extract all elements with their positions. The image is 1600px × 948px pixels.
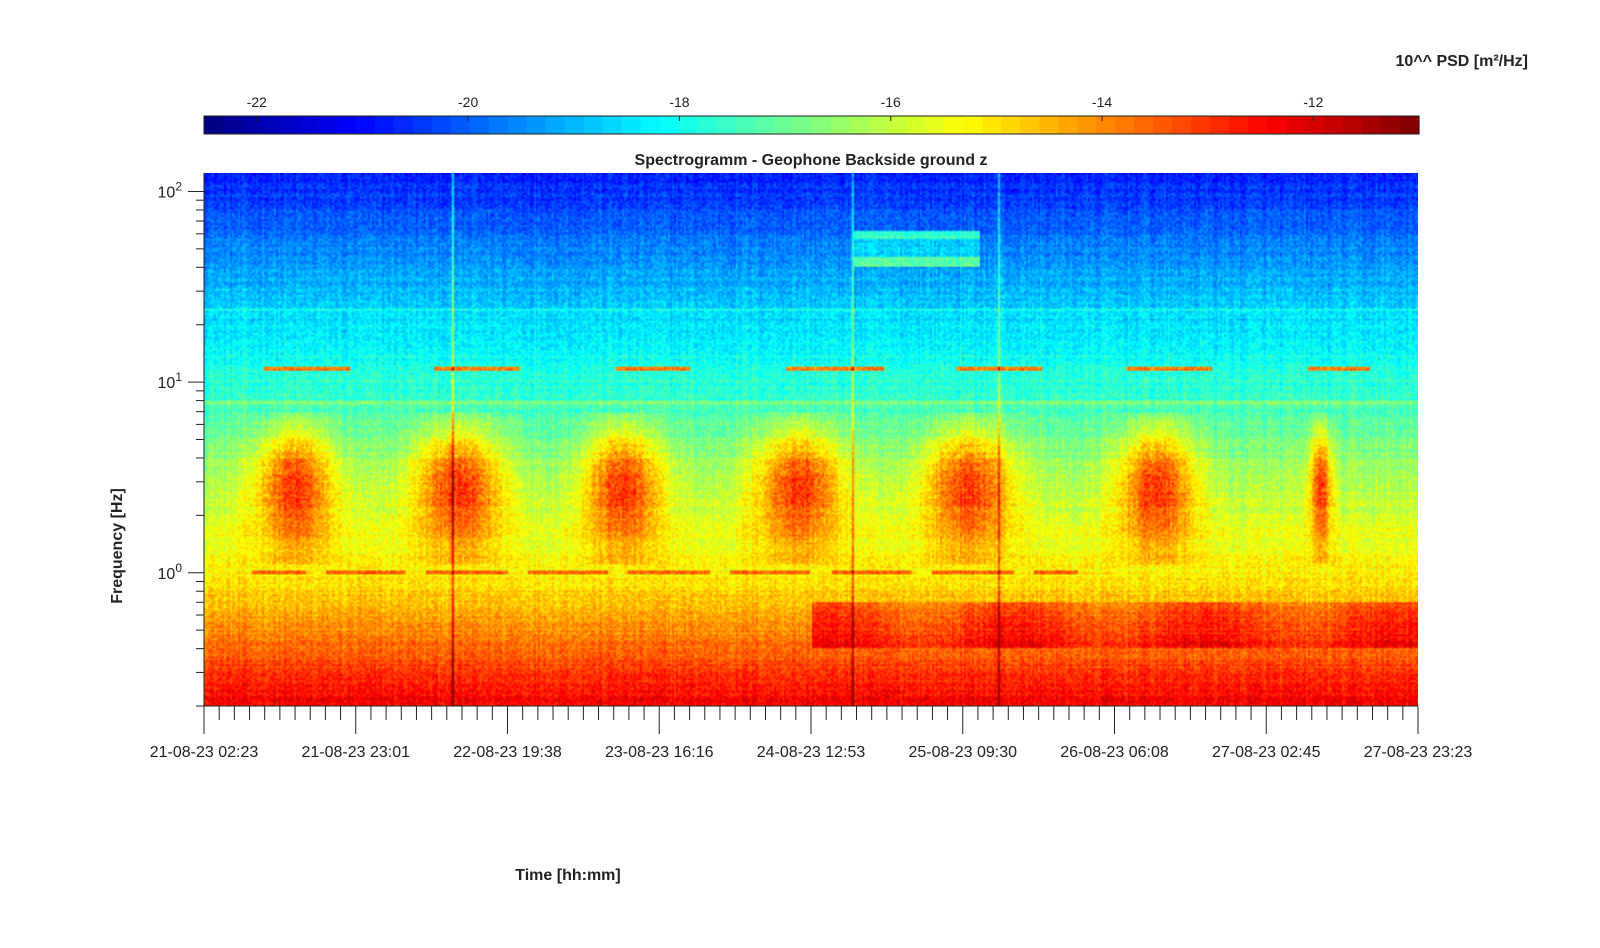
colorbar-swatch (279, 116, 300, 134)
x-tick-label: 24-08-23 12:53 (757, 744, 866, 761)
colorbar-swatch (374, 116, 395, 134)
colorbar-swatch (260, 116, 281, 134)
colorbar-swatch (887, 116, 908, 134)
colorbar-swatch (222, 116, 243, 134)
colorbar-swatch (868, 116, 889, 134)
colorbar-swatch (1134, 116, 1154, 134)
colorbar-swatch (583, 116, 604, 134)
colorbar-swatch (1039, 116, 1059, 134)
colorbar-swatch (792, 116, 813, 134)
colorbar-swatch (1058, 116, 1078, 134)
colorbar-swatch (659, 116, 680, 134)
colorbar-swatch (298, 116, 319, 134)
colorbar-swatch (393, 116, 414, 134)
colorbar-swatch (811, 116, 832, 134)
colorbar-swatch (640, 116, 661, 134)
colorbar-swatch (1324, 116, 1344, 134)
colorbar-swatch (1172, 116, 1192, 134)
y-tick-label: 102 (158, 179, 183, 201)
colorbar-swatch (1381, 116, 1401, 134)
colorbar-ticks: -22 -20 -18 -16 -14 -12 (247, 94, 1324, 121)
colorbar-frame (203, 115, 1420, 135)
colorbar-swatch (602, 116, 623, 134)
colorbar-swatch (963, 116, 983, 134)
colorbar-swatch (735, 116, 756, 134)
colorbar-swatch (1191, 116, 1211, 134)
colorbar-tick-label: -14 (1092, 94, 1112, 110)
x-tick-label: 26-08-23 06:08 (1060, 744, 1169, 761)
colorbar-swatch (526, 116, 547, 134)
colorbar-swatch (697, 116, 718, 134)
colorbar-swatch (716, 116, 737, 134)
colorbar-swatch (773, 116, 794, 134)
colorbar-swatch (431, 116, 452, 134)
y-tick-label: 101 (158, 370, 183, 392)
colorbar-swatch (1248, 116, 1268, 134)
colorbar-swatch (944, 116, 964, 134)
y-axis: 100 101 102 (158, 173, 205, 707)
colorbar-swatch (982, 116, 1002, 134)
x-tick-label: 21-08-23 02:23 (150, 744, 259, 761)
colorbar-swatch (241, 116, 262, 134)
colorbar-swatch (1305, 116, 1325, 134)
colorbar (203, 115, 1420, 135)
colorbar-swatch (1153, 116, 1173, 134)
colorbar-swatch (412, 116, 433, 134)
colorbar-swatch (1229, 116, 1249, 134)
x-tick-label: 23-08-23 16:16 (605, 744, 714, 761)
colorbar-swatch (678, 116, 699, 134)
chart-title: Spectrogramm - Geophone Backside ground … (635, 152, 988, 169)
x-axis: 21-08-23 02:23 21-08-23 23:01 22-08-23 19:… (150, 705, 1473, 761)
colorbar-swatch (450, 116, 471, 134)
colorbar-swatch (1020, 116, 1040, 134)
colorbar-tick-label: -12 (1303, 94, 1323, 110)
colorbar-swatch (1096, 116, 1116, 134)
colorbar-swatch (545, 116, 566, 134)
colorbar-swatch (317, 116, 338, 134)
colorbar-swatch (925, 116, 945, 134)
y-axis-label: Frequency [Hz] (109, 488, 126, 604)
colorbar-swatch (355, 116, 376, 134)
colorbar-swatch (488, 116, 509, 134)
colorbar-swatch (469, 116, 490, 134)
colorbar-tick-label: -20 (458, 94, 478, 110)
colorbar-swatch (621, 116, 642, 134)
colorbar-swatch (1362, 116, 1382, 134)
colorbar-swatch (1400, 116, 1420, 134)
colorbar-swatch (754, 116, 775, 134)
colorbar-label: 10^^ PSD [m²/Hz] (1396, 53, 1528, 70)
colorbar-swatch (1210, 116, 1230, 134)
x-tick-label: 25-08-23 09:30 (908, 744, 1017, 761)
x-tick-label: 22-08-23 19:38 (453, 744, 562, 761)
colorbar-swatch (830, 116, 851, 134)
colorbar-swatch (204, 116, 224, 134)
colorbar-swatch (1001, 116, 1021, 134)
colorbar-swatch (1343, 116, 1363, 134)
spectrogram-image (204, 173, 1418, 706)
x-tick-label: 21-08-23 23:01 (301, 744, 410, 761)
colorbar-swatch (1077, 116, 1097, 134)
colorbar-swatch (906, 116, 927, 134)
colorbar-swatch (1286, 116, 1306, 134)
colorbar-swatch (507, 116, 528, 134)
x-tick-label: 27-08-23 02:45 (1212, 744, 1321, 761)
x-axis-label: Time [hh:mm] (515, 867, 620, 884)
colorbar-swatch (1267, 116, 1287, 134)
colorbar-tick-label: -16 (881, 94, 901, 110)
colorbar-swatch (336, 116, 357, 134)
colorbar-swatch (849, 116, 870, 134)
y-tick-label: 100 (158, 561, 183, 583)
x-tick-label: 27-08-23 23:23 (1364, 744, 1473, 761)
colorbar-swatch (564, 116, 585, 134)
colorbar-swatch (1115, 116, 1135, 134)
colorbar-tick-label: -22 (247, 94, 267, 110)
spectrogram-image-wrap (204, 173, 1418, 706)
colorbar-tick-label: -18 (669, 94, 689, 110)
